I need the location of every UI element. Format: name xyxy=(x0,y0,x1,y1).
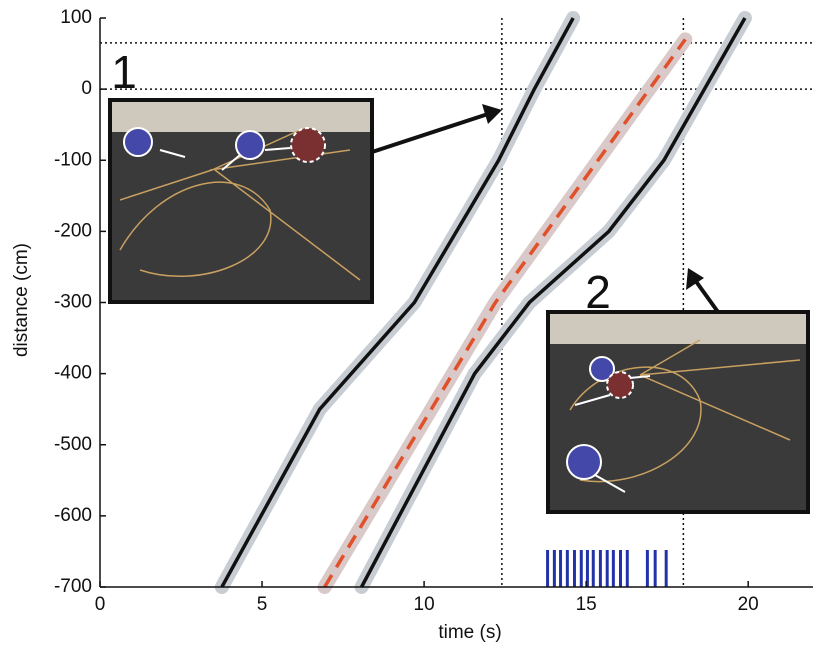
y-tick-label: -600 xyxy=(54,505,92,526)
y-tick-label: -700 xyxy=(54,576,92,597)
y-tick-label: -200 xyxy=(54,220,92,241)
y-tick-label: 100 xyxy=(60,7,92,28)
y-tick-label: -400 xyxy=(54,363,92,384)
inset-1 xyxy=(110,100,372,302)
x-tick-label: 0 xyxy=(95,594,106,615)
y-tick-label: -500 xyxy=(54,434,92,455)
inset-2 xyxy=(548,312,808,512)
y-tick-label: 0 xyxy=(81,78,92,99)
x-tick-label: 10 xyxy=(414,594,435,615)
chart: -700 -600 -500 -400 -300 -200 -100 0 100 0 5 10 15 20… xyxy=(0,0,814,654)
y-tick-label: -100 xyxy=(54,149,92,170)
x-tick-label: 20 xyxy=(738,594,759,615)
y-axis-label: distance (cm) xyxy=(11,243,32,357)
annotation: 1 xyxy=(111,46,137,98)
x-tick-label: 5 xyxy=(257,594,268,615)
x-tick-label: 15 xyxy=(576,594,597,615)
annotation: 2 xyxy=(585,266,611,318)
x-axis-label: time (s) xyxy=(438,622,501,643)
y-tick-label: -300 xyxy=(54,292,92,313)
